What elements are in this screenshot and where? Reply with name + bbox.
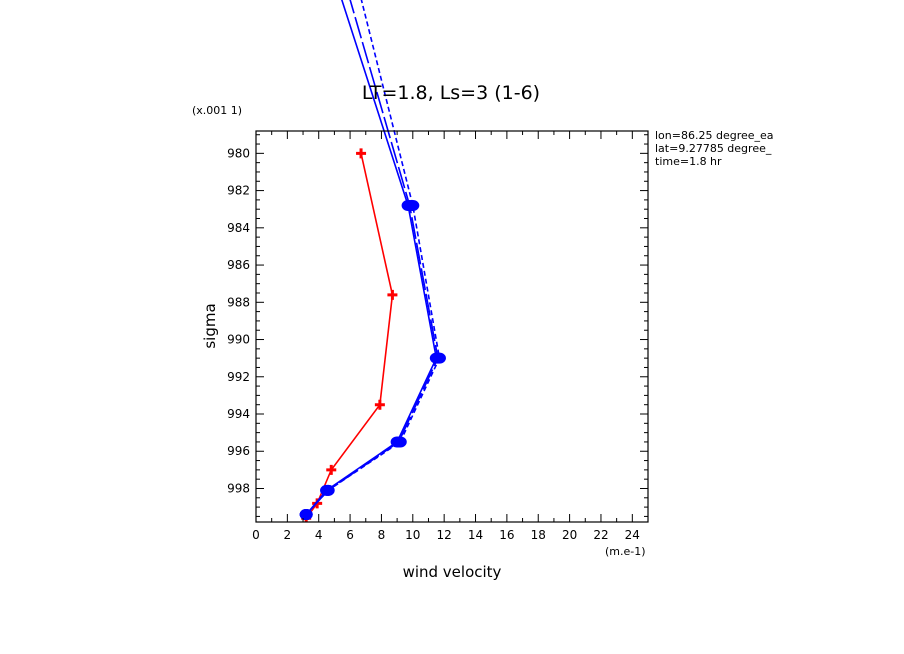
series-1-marker: [356, 148, 367, 159]
plot-frame: [255, 130, 649, 523]
series-4-marker: [406, 199, 420, 211]
series-4-marker: [432, 352, 446, 364]
info-time: time=1.8 hr: [655, 155, 722, 168]
series-layer: [299, 0, 446, 522]
x-tick-label: 4: [315, 528, 323, 542]
y-tick-label: 984: [227, 221, 250, 235]
x-tick-label: 14: [468, 528, 483, 542]
series-line-2: [305, 0, 438, 516]
x-tick-label: 24: [625, 528, 640, 542]
y-axis-label: sigma: [201, 303, 219, 348]
chart-title: LT=1.8, Ls=3 (1-6): [362, 82, 540, 104]
y-tick-label: 996: [227, 444, 250, 458]
x-unit-label: (m.e-1): [605, 545, 646, 558]
y-tick-label: 986: [227, 258, 250, 272]
y-tick-label: 980: [227, 146, 250, 160]
x-tick-label: 12: [437, 528, 452, 542]
x-tick-label: 16: [499, 528, 514, 542]
series-line-1: [305, 153, 394, 519]
y-tick-label: 990: [227, 333, 250, 347]
x-axis-label: wind velocity: [403, 563, 502, 581]
y-tick-label: 982: [227, 184, 250, 198]
x-tick-label: 8: [378, 528, 386, 542]
x-tick-label: 10: [405, 528, 420, 542]
y-tick-label: 988: [227, 295, 250, 309]
y-tick-label: 992: [227, 370, 250, 384]
info-lat: lat=9.27785 degree_: [655, 142, 772, 155]
info-lon: lon=86.25 degree_ea: [655, 129, 774, 142]
labels-layer: LT=1.8, Ls=3 (1-6) (x.001 1) (m.e-1) win…: [192, 82, 774, 581]
y-unit-label: (x.001 1): [192, 104, 242, 117]
x-tick-label: 18: [531, 528, 546, 542]
series-4-marker: [299, 509, 313, 521]
y-tick-label: 998: [227, 481, 250, 495]
x-tick-label: 2: [284, 528, 292, 542]
series-4-marker: [321, 484, 335, 496]
series-4-marker: [393, 436, 407, 448]
axes-layer: 0 2 4 6 8 10 12 14 16 18 20 22 249809829849869889909…: [227, 130, 649, 542]
x-tick-label: 22: [593, 528, 608, 542]
series-1-marker: [326, 464, 337, 475]
x-tick-label: 6: [346, 528, 354, 542]
x-tick-label: 20: [562, 528, 577, 542]
x-tick-label: 0: [252, 528, 260, 542]
y-tick-label: 994: [227, 407, 250, 421]
series-1-marker: [387, 289, 398, 300]
series-1-marker: [374, 399, 385, 410]
